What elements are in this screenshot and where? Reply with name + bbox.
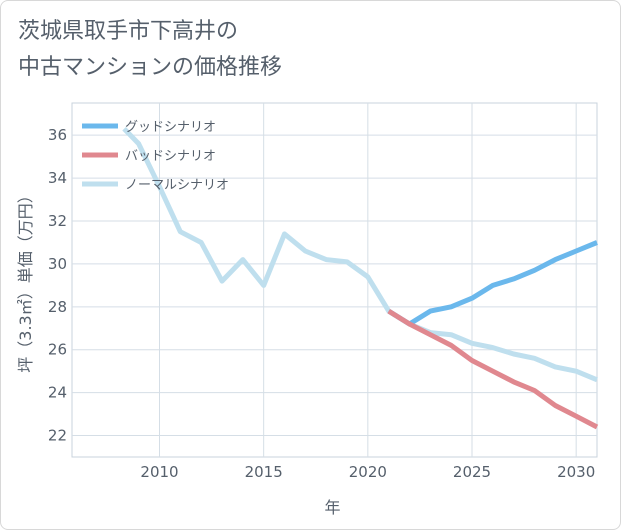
legend-normal-label: ノーマルシナリオ [125,178,229,193]
series-line-normal [122,126,598,383]
chart-title-line-2: 中古マンションの価格推移 [18,55,283,80]
x-axis-title: 年 [324,498,340,517]
y-tick-label-34: 34 [48,169,67,187]
y-tick-label-30: 30 [48,255,67,273]
plot-area [71,102,598,458]
x-tick-label-2025: 2025 [453,463,491,481]
x-tick-label-2010: 2010 [140,463,178,481]
y-axis-title: 坪（3.3㎡）単価（万円） [16,187,35,372]
x-tick-label-2020: 2020 [349,463,387,481]
series-line-bad [387,308,599,430]
legend-good-label: グッドシナリオ [125,120,216,135]
series-line-good [387,240,598,327]
y-tick-label-36: 36 [48,126,67,144]
x-tick-label-2030: 2030 [557,463,595,481]
x-tick-label-2015: 2015 [245,463,283,481]
y-tick-label-28: 28 [48,298,67,316]
y-tick-label-22: 22 [48,427,67,445]
legend-bad-label: バッドシナリオ [125,149,216,164]
y-tick-label-24: 24 [48,384,67,402]
chart-title: 茨城県取手市下高井の 中古マンションの価格推移 [18,14,282,86]
chart-title-line-1: 茨城県取手市下高井の [18,19,239,44]
y-tick-label-32: 32 [48,212,67,230]
y-tick-label-26: 26 [48,341,67,359]
